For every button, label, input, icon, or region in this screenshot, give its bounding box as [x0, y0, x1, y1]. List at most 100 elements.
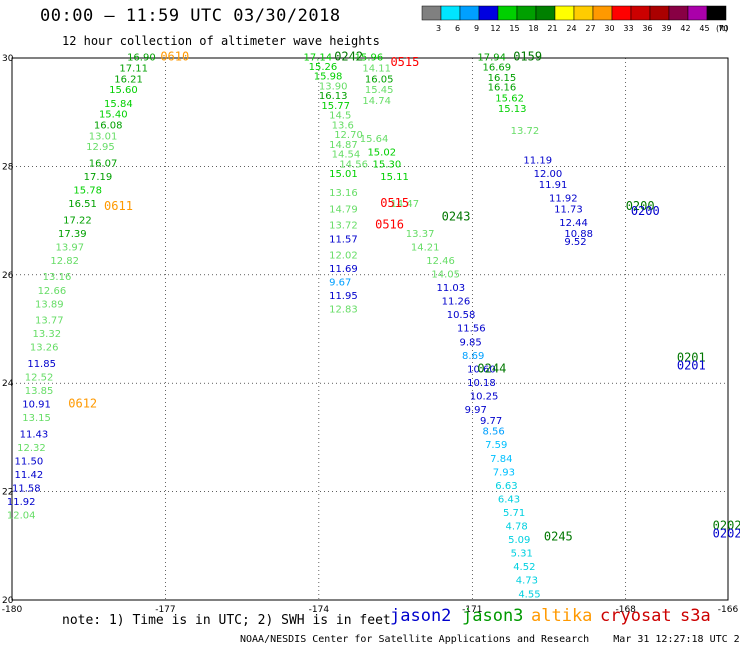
color-scale-label: 36 [642, 24, 652, 33]
swh-point: 16.16 [488, 83, 517, 94]
swh-point: 12.44 [559, 218, 588, 229]
swh-point: 11.95 [329, 291, 358, 302]
swh-point: 15.26 [309, 62, 338, 73]
swh-point: 7.93 [493, 467, 515, 478]
footer-note: note: 1) Time is in UTC; 2) SWH is in fe… [62, 613, 391, 628]
swh-point: 9.77 [480, 416, 502, 427]
pass-time-label: 0202 [713, 519, 740, 533]
swh-point: 17.22 [63, 215, 92, 226]
pass-time-label: 0200 [626, 199, 655, 213]
swh-point: 15.02 [367, 148, 396, 159]
swh-point: 15.62 [495, 93, 524, 104]
color-scale-swatch [630, 5, 651, 21]
color-scale-label: 45 [699, 24, 709, 33]
swh-point: 8.69 [462, 351, 484, 362]
y-tick-label: 30 [2, 54, 14, 64]
swh-point: 16.08 [94, 120, 123, 131]
swh-point: 11.58 [12, 484, 41, 495]
legend-altika: altika [531, 606, 593, 626]
swh-point: 9.85 [460, 337, 482, 348]
swh-point: 15.98 [314, 72, 343, 83]
footer-credit: NOAA/NESDIS Center for Satellite Applica… [240, 634, 740, 645]
swh-point: 12.70 [334, 130, 363, 141]
swh-point: 11.92 [7, 497, 36, 508]
swh-point: 14.54 [332, 150, 361, 161]
swh-point: 11.56 [457, 324, 486, 335]
swh-point: 11.26 [442, 297, 471, 308]
color-scale-swatch [554, 5, 575, 21]
swh-point: 16.15 [488, 73, 517, 84]
color-scale-label: 24 [566, 24, 576, 33]
x-tick-label: -180 [2, 605, 23, 615]
legend-cryosat: cryosat [600, 606, 672, 626]
chart-subtitle: 12 hour collection of altimeter wave hei… [62, 34, 380, 48]
color-scale-swatch [649, 5, 670, 21]
swh-point: 13.32 [32, 329, 61, 340]
pass-time-label: 0159 [513, 50, 542, 64]
swh-point: 15.11 [380, 172, 409, 183]
swh-point: 11.42 [15, 470, 44, 481]
swh-point: 12.82 [50, 256, 79, 267]
swh-point: 12.00 [534, 169, 563, 180]
swh-point: 9.97 [465, 405, 487, 416]
color-scale-unit: (ft) [716, 24, 728, 33]
swh-point: 14.47 [390, 199, 419, 210]
pass-time-label: 0243 [442, 210, 471, 224]
x-tick-label: -168 [615, 605, 636, 615]
swh-point: 14.21 [411, 242, 440, 253]
swh-point: 17.19 [84, 172, 113, 183]
swh-point: 10.88 [564, 229, 593, 240]
swh-point: 9.67 [329, 278, 351, 289]
swh-point: 5.31 [511, 549, 533, 560]
swh-point: 16.21 [114, 74, 143, 85]
color-scale-label: 33 [623, 24, 633, 33]
color-scale-swatch [611, 5, 632, 21]
pass-time-label: 0201 [677, 359, 706, 373]
swh-point: 13.01 [89, 131, 118, 142]
color-scale-label: 21 [547, 24, 557, 33]
swh-point: 16.05 [365, 74, 394, 85]
swh-point: 11.50 [15, 457, 44, 468]
color-scale-swatch [573, 5, 594, 21]
swh-point: 13.15 [22, 413, 51, 424]
color-scale-swatch [459, 5, 480, 21]
swh-point: 6.63 [495, 481, 517, 492]
swh-point: 9.52 [564, 237, 586, 248]
swh-point: 13.97 [55, 242, 84, 253]
pass-time-label: 0611 [104, 199, 133, 213]
swh-point: 11.57 [329, 234, 358, 245]
swh-point: 16.51 [68, 199, 97, 210]
swh-point: 14.56 [339, 159, 368, 170]
swh-point: 13.72 [329, 221, 358, 232]
pass-time-label: 0200 [631, 204, 660, 218]
swh-point: 13.85 [25, 386, 54, 397]
swh-point: 15.40 [99, 110, 128, 121]
swh-point: 11.69 [329, 264, 358, 275]
swh-point: 4.73 [516, 576, 538, 587]
swh-point: 10.60 [467, 364, 496, 375]
color-scale-swatch [687, 5, 708, 21]
swh-point: 11.92 [549, 194, 578, 205]
swh-point: 15.84 [104, 99, 133, 110]
pass-time-label: 0610 [160, 50, 189, 64]
swh-point: 7.84 [490, 454, 512, 465]
pass-time-label: 0245 [544, 529, 573, 543]
swh-point: 5.09 [508, 535, 530, 546]
color-scale-swatch [440, 5, 461, 21]
color-scale-swatch [535, 5, 556, 21]
swh-point: 11.03 [436, 283, 465, 294]
color-scale-label: 30 [604, 24, 614, 33]
swh-point: 12.02 [329, 251, 358, 262]
swh-point: 14.74 [362, 96, 391, 107]
swh-point: 13.37 [406, 229, 435, 240]
color-scale-label: 12 [490, 24, 500, 33]
swh-point: 14.05 [431, 270, 460, 281]
swh-point: 5.71 [503, 508, 525, 519]
swh-point: 16.07 [89, 158, 118, 169]
swh-point: 13.6 [332, 120, 354, 131]
swh-point: 7.59 [485, 440, 507, 451]
swh-point: 11.19 [523, 156, 552, 167]
y-tick-label: 20 [2, 596, 14, 606]
swh-point: 13.16 [329, 188, 358, 199]
